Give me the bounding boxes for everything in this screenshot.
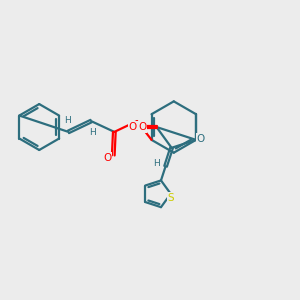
Text: S: S	[167, 193, 174, 203]
Text: H: H	[153, 159, 160, 168]
Text: H: H	[64, 116, 70, 125]
Text: O: O	[197, 134, 205, 143]
Text: O: O	[103, 153, 111, 163]
Text: O: O	[129, 122, 137, 132]
Text: O: O	[138, 122, 146, 132]
Text: H: H	[89, 128, 96, 137]
